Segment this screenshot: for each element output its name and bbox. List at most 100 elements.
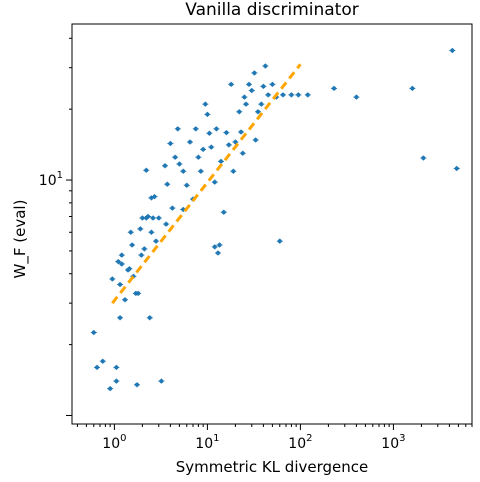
data-points [90,47,460,392]
point-marker [147,315,152,320]
point-marker [263,64,268,69]
point-marker [229,82,234,87]
data-point [172,154,179,160]
data-point [252,137,259,143]
point-marker [218,159,223,164]
data-point [238,129,245,135]
data-point [195,154,202,160]
data-point [118,252,125,258]
data-point [258,101,265,107]
data-point [141,246,148,252]
point-marker [144,168,149,173]
data-point [167,140,174,146]
point-marker [139,253,144,258]
data-point [187,139,194,145]
data-point [213,126,220,132]
point-marker [188,140,193,145]
data-point [208,144,215,150]
data-point [146,315,153,321]
data-point [118,261,125,267]
point-marker [114,379,119,384]
point-marker [168,141,173,146]
data-point [248,88,255,94]
data-point [280,92,287,98]
data-point [265,92,272,98]
point-marker [253,137,258,142]
point-marker [246,82,251,87]
data-point [304,92,311,98]
data-point [129,242,136,248]
data-point [117,282,124,288]
data-point [107,386,114,392]
point-marker [184,183,189,188]
data-point [269,81,276,87]
data-point [174,126,181,132]
point-marker [277,239,282,244]
point-marker [146,214,151,219]
data-point [121,297,128,303]
data-point [113,378,120,384]
point-marker [226,142,231,147]
data-point [169,205,176,211]
point-marker [215,250,220,255]
data-point [162,163,169,169]
data-point [176,161,183,167]
data-point [138,252,145,258]
data-point [211,179,218,185]
data-point [155,215,162,221]
point-marker [170,206,175,211]
data-point [223,130,230,136]
point-marker [217,242,222,247]
data-point [276,238,283,244]
point-marker [221,210,226,215]
data-point [206,130,213,136]
data-point [232,139,239,145]
point-marker [203,102,208,107]
fit-line [111,63,302,305]
point-marker [156,215,161,220]
point-marker [130,242,135,247]
point-marker [196,155,201,160]
point-marker [205,112,210,117]
point-marker [266,92,271,97]
y-ticks: 101 [39,37,72,416]
x-tick-label: 100 [102,433,126,452]
point-marker [193,126,198,131]
data-point [217,158,224,164]
data-point [214,250,221,256]
point-marker [281,92,286,97]
point-marker [233,140,238,145]
data-point [197,168,204,174]
point-marker [173,155,178,160]
point-marker [207,131,212,136]
point-marker [95,365,100,370]
point-marker [142,246,147,251]
point-marker [332,86,337,91]
point-marker [91,330,96,335]
data-point [126,266,133,272]
data-point [260,83,267,89]
data-point [200,146,207,152]
point-marker [114,365,119,370]
data-point [211,244,218,250]
data-point [409,85,416,91]
x-axis-label: Symmetric KL divergence [175,458,369,476]
point-marker [209,145,214,150]
data-point [220,209,227,215]
x-ticks: 100 101 102 103 [76,424,473,452]
point-marker [122,297,127,302]
x-tick-label: 102 [288,433,312,452]
data-point [183,182,190,188]
point-marker [239,129,244,134]
data-point [449,47,456,53]
point-marker [243,102,248,107]
data-point [145,214,152,220]
point-marker [153,239,158,244]
data-point [180,168,187,174]
data-point [117,315,124,321]
data-point [109,276,116,282]
data-point [230,168,237,174]
data-point [216,242,223,248]
data-point [242,101,249,107]
